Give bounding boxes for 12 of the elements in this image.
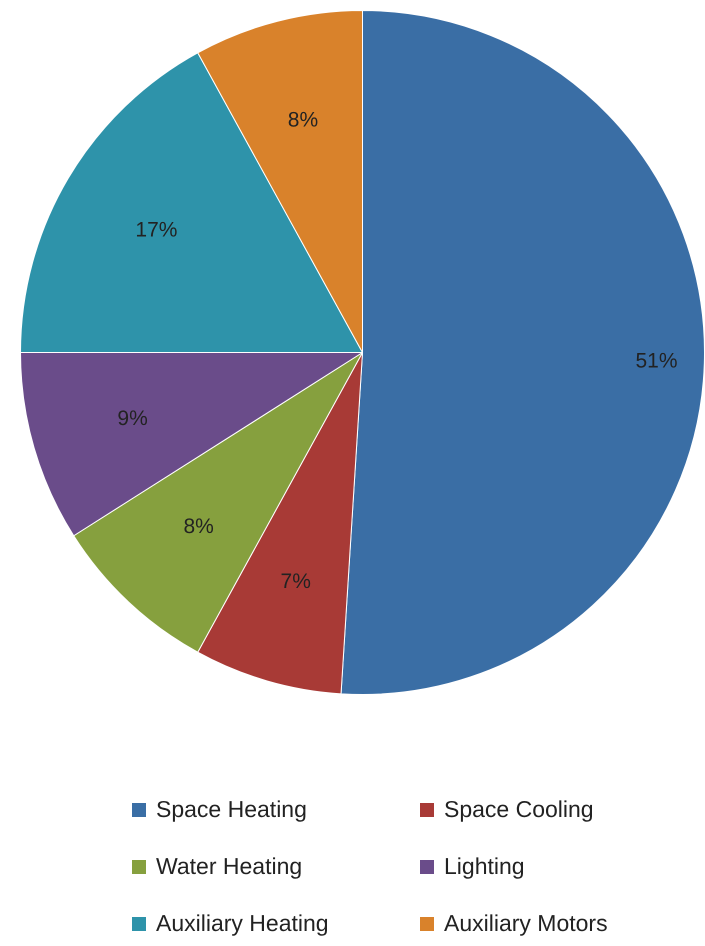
data-label: 8% (288, 108, 318, 132)
legend-label: Auxiliary Heating (156, 910, 329, 937)
data-label: 51% (635, 350, 678, 373)
data-label: 8% (183, 514, 214, 538)
legend-label: Lighting (444, 853, 525, 880)
legend-label: Auxiliary Motors (444, 910, 608, 937)
legend-label: Space Cooling (444, 796, 594, 823)
data-label: 17% (135, 218, 178, 242)
legend-label: Water Heating (156, 853, 302, 880)
data-label: 7% (280, 570, 311, 594)
legend-label: Space Heating (156, 796, 307, 823)
data-label: 9% (117, 407, 148, 430)
